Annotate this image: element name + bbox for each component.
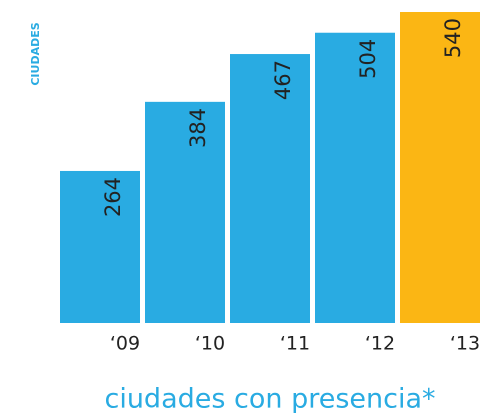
bar	[400, 12, 480, 323]
y-axis-label: CIUDADES	[29, 22, 42, 85]
x-tick-label: ‘11	[280, 333, 310, 355]
x-tick-label: ‘12	[365, 333, 395, 355]
value-label: 540	[441, 18, 465, 58]
bar	[60, 170, 140, 323]
value-label: 264	[101, 177, 125, 217]
value-label: 467	[271, 60, 295, 100]
x-tick-label: ‘10	[195, 333, 225, 355]
bar	[230, 54, 310, 323]
chart-title: ciudades con presencia*	[104, 384, 435, 415]
x-tick-label: ‘09	[110, 333, 140, 355]
x-tick-label: ‘13	[450, 333, 480, 355]
value-label: 504	[356, 39, 380, 79]
bar	[145, 101, 225, 323]
bar	[315, 32, 395, 323]
value-label: 384	[186, 108, 210, 148]
